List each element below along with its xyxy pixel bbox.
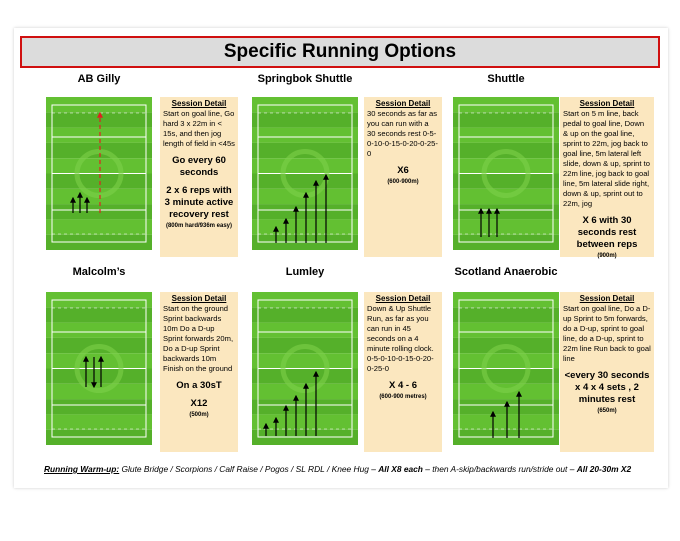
session-emphasis: X6 <box>397 165 409 176</box>
pitch-logo <box>280 344 330 393</box>
session-emphasis: X 4 - 6 <box>389 380 417 391</box>
pitch-stripe <box>453 399 559 415</box>
session-body: Start on the ground Sprint backwards 10m… <box>163 304 234 373</box>
session-box: Session Detail Start on 5 m line, back pe… <box>560 97 654 259</box>
session-emphasis: X 6 with 30 seconds rest between reps <box>576 215 638 250</box>
session-heading: Session Detail <box>375 294 431 303</box>
session-heading: Session Detail <box>171 294 227 303</box>
pitch-stripe <box>46 414 152 430</box>
footer-bold: All X8 each <box>378 464 423 474</box>
pitch-stripe <box>252 307 358 323</box>
session-body: Start on goal line, Do a D-up Sprint to … <box>563 304 651 363</box>
session-note: (500m) <box>189 412 209 418</box>
pitch-stripe <box>252 127 358 143</box>
pitch-stripe <box>46 127 152 143</box>
pitch-stripe <box>46 307 152 323</box>
pitch <box>46 292 152 445</box>
session-body: 30 seconds as far as you can run with a … <box>367 109 438 158</box>
pitch <box>453 97 559 250</box>
pitch-stripe <box>252 322 358 338</box>
pitch-stripe <box>453 112 559 128</box>
panel-title: AB Gilly <box>77 73 121 85</box>
pitch-stripe <box>453 414 559 430</box>
footer-text: Glute Bridge / Scorpions / Calf Raise / … <box>121 464 376 474</box>
pitch-stripe <box>46 399 152 415</box>
pitch <box>252 292 358 445</box>
pitch-stripe <box>252 173 358 189</box>
pitch-stripe <box>453 204 559 220</box>
session-box: Session Detail Start on the ground Sprint… <box>160 292 238 452</box>
pitch-stripe <box>252 219 358 235</box>
panel-title: Malcolm’s <box>72 266 126 278</box>
pitch-stripe <box>453 127 559 143</box>
session-box: Session Detail Start on goal line, Do a D… <box>560 292 654 452</box>
session-note: (800m hard/936m easy) <box>165 223 233 229</box>
session-note: (600-900m) <box>387 179 419 185</box>
session-emphasis: Go every 60 seconds <box>172 155 226 178</box>
footer-bold: All 20-30m X2 <box>576 464 632 474</box>
pitch-stripe <box>46 158 152 174</box>
panel-title: Springbok Shuttle <box>257 73 353 85</box>
pitch-stripe <box>46 353 152 369</box>
pitch-stripe <box>453 173 559 189</box>
title: Specific Running Options <box>20 36 660 68</box>
pitch-stripe <box>46 173 152 189</box>
session-heading: Session Detail <box>375 99 431 108</box>
pitch <box>453 292 559 445</box>
pitch-logo <box>481 344 531 393</box>
session-note: (600-900 metres) <box>379 394 427 400</box>
session-emphasis: <every 30 seconds x 4 x 4 sets , 2 minut… <box>564 370 650 405</box>
pitch-stripe <box>453 307 559 323</box>
pitch-stripe <box>46 368 152 384</box>
pitch-stripe <box>453 322 559 338</box>
pitch-stripe <box>252 353 358 369</box>
session-note: (650m) <box>597 408 617 414</box>
pitch-stripe <box>252 368 358 384</box>
session-box: Session Detail 30 seconds as far as you c… <box>364 97 442 257</box>
pitch-stripe <box>453 219 559 235</box>
pitch-stripe <box>46 322 152 338</box>
session-body: Down & Up Shuttle Run, as far as you can… <box>367 304 434 373</box>
pitch-logo <box>74 149 124 198</box>
pitch-stripe <box>453 158 559 174</box>
session-body: Start on 5 m line, back pedal to goal li… <box>563 109 650 208</box>
footer: Running Warm-up: Glute Bridge / Scorpion… <box>44 464 631 474</box>
footer-label: Running Warm-up: <box>44 464 120 474</box>
pitch-logo <box>74 344 124 393</box>
footer-text: – then A-skip/backwards run/stride out – <box>425 464 575 474</box>
session-emphasis: 2 x 6 reps with 3 minute active recovery… <box>164 185 234 220</box>
pitch-stripe <box>46 204 152 220</box>
pitch-stripe <box>46 219 152 235</box>
session-box: Session Detail Start on goal line, Go har… <box>160 97 238 257</box>
panel-title: Lumley <box>285 266 325 278</box>
panel-title: Shuttle <box>487 73 525 85</box>
pitch <box>252 97 358 250</box>
pitch-stripe <box>453 368 559 384</box>
session-box: Session Detail Down & Up Shuttle Run, as … <box>364 292 442 452</box>
session-heading: Session Detail <box>579 294 635 303</box>
pitch-stripe <box>252 112 358 128</box>
panel-title: Scotland Anaerobic <box>454 266 558 278</box>
pitch-stripe <box>252 204 358 220</box>
session-heading: Session Detail <box>171 99 227 108</box>
pitch-logo <box>481 149 531 198</box>
pitch-stripe <box>252 399 358 415</box>
session-note: (900m) <box>597 253 617 259</box>
session-emphasis: X12 <box>190 398 208 409</box>
pitch-stripe <box>252 414 358 430</box>
pitch-stripe <box>252 158 358 174</box>
session-body: Start on goal line, Go hard 3 x 22m in <… <box>163 109 235 148</box>
pitch <box>46 97 152 250</box>
session-emphasis: On a 30sT <box>176 380 222 391</box>
pitch-stripe <box>453 353 559 369</box>
session-heading: Session Detail <box>579 99 635 108</box>
pitch-stripe <box>46 112 152 128</box>
